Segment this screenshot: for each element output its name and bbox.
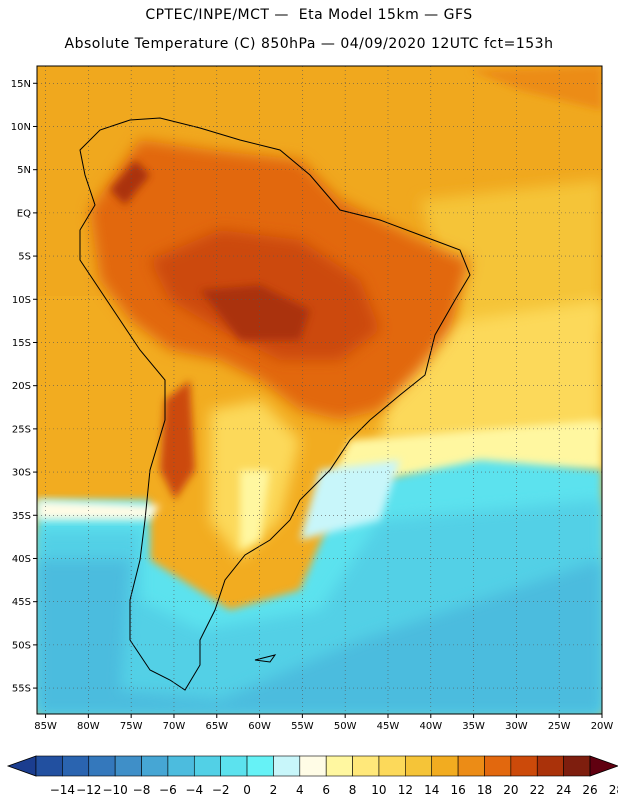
colorbar-bin xyxy=(193,755,221,777)
lat-label: EQ xyxy=(17,208,31,219)
colorbar-bin xyxy=(510,755,538,777)
colorbar-label: 4 xyxy=(296,783,304,797)
colorbar-bin xyxy=(273,755,301,777)
colorbar-label: 24 xyxy=(556,783,571,797)
lon-label: 75W xyxy=(120,721,143,732)
lon-label: 60W xyxy=(248,721,271,732)
colorbar-label: −12 xyxy=(76,783,101,797)
lon-label: 65W xyxy=(205,721,228,732)
lat-label: 55S xyxy=(12,684,31,695)
colorbar-bin xyxy=(484,755,512,777)
map-subtitle: Absolute Temperature (C) 850hPa — 04/09/… xyxy=(64,36,554,52)
lat-label: 25S xyxy=(12,424,31,435)
lat-label: 35S xyxy=(12,511,31,522)
lon-label: 55W xyxy=(291,721,314,732)
colorbar-label: 8 xyxy=(349,783,357,797)
colorbar-bin xyxy=(299,755,327,777)
graticule xyxy=(37,66,602,714)
colorbar-label: −4 xyxy=(185,783,203,797)
colorbar-label: 14 xyxy=(424,783,439,797)
colorbar-label: 10 xyxy=(371,783,386,797)
colorbar-bin xyxy=(325,755,353,777)
colorbar-bin xyxy=(536,755,564,777)
colorbar-label: 12 xyxy=(398,783,413,797)
lon-label: 35W xyxy=(462,721,485,732)
lat-label: 15S xyxy=(12,338,31,349)
lat-label: 10S xyxy=(12,295,31,306)
colorbar-label: −8 xyxy=(133,783,151,797)
colorbar-bin xyxy=(114,755,142,777)
colorbar-label: 0 xyxy=(243,783,251,797)
lat-label: 15N xyxy=(11,79,31,90)
colorbar-bin xyxy=(246,755,274,777)
lon-label: 85W xyxy=(34,721,57,732)
lon-label: 30W xyxy=(505,721,528,732)
colorbar-bin xyxy=(457,755,485,777)
colorbar-bin xyxy=(62,755,90,777)
lon-label: 80W xyxy=(77,721,100,732)
map-title: CPTEC/INPE/MCT — Eta Model 15km — GFS xyxy=(145,7,473,23)
lat-label: 50S xyxy=(12,640,31,651)
colorbar-bin xyxy=(35,755,63,777)
colorbar-bin xyxy=(563,755,591,777)
coastline xyxy=(79,117,471,691)
lat-label: 10N xyxy=(11,122,31,133)
colorbar-label: 28 xyxy=(609,783,618,797)
colorbar-label: 18 xyxy=(477,783,492,797)
colorbar-label: −14 xyxy=(50,783,75,797)
lat-label: 30S xyxy=(12,468,31,479)
colorbar-labels: −14 −12 −10 −8 −6 −4 −2 0 2 4 6 8 10 12 14 16 18 20 22 24 26… xyxy=(50,783,618,797)
lon-label: 20W xyxy=(591,721,614,732)
colorbar-label: 26 xyxy=(582,783,597,797)
lon-label: 45W xyxy=(377,721,400,732)
colorbar-bin xyxy=(378,755,406,777)
lon-label: 50W xyxy=(334,721,357,732)
colorbar-bin xyxy=(88,755,116,777)
latitude-labels: 15N 10N 5N EQ 5S 10S 15S 20S 25S 30S 35S 40S 45S 50S 5… xyxy=(11,79,37,695)
longitude-labels: 85W 80W 75W 70W 65W 60W 55W 50W 45W 40W 35W 30W 25W 2… xyxy=(34,714,613,732)
lat-label: 45S xyxy=(12,597,31,608)
lat-label: 5S xyxy=(18,252,31,263)
colorbar-label: 20 xyxy=(503,783,518,797)
colorbar-label: −6 xyxy=(159,783,177,797)
colorbar-label: 16 xyxy=(450,783,465,797)
colorbar-label: 6 xyxy=(322,783,330,797)
colorbar-bin xyxy=(405,755,433,777)
lat-label: 40S xyxy=(12,554,31,565)
temperature-field xyxy=(37,66,602,714)
colorbar-high-arrow xyxy=(589,755,618,777)
lat-label: 20S xyxy=(12,381,31,392)
colorbar xyxy=(6,755,618,777)
colorbar-bin xyxy=(141,755,169,777)
colorbar-bin xyxy=(220,755,248,777)
colorbar-label: −2 xyxy=(212,783,230,797)
colorbar-label: 22 xyxy=(530,783,545,797)
colorbar-low-arrow xyxy=(6,755,37,777)
colorbar-bin xyxy=(431,755,459,777)
colorbar-label: 2 xyxy=(270,783,278,797)
lon-label: 40W xyxy=(419,721,442,732)
colorbar-label: −10 xyxy=(102,783,127,797)
map-frame xyxy=(36,65,603,715)
lon-label: 25W xyxy=(548,721,571,732)
lon-label: 70W xyxy=(163,721,186,732)
lat-label: 5N xyxy=(17,165,31,176)
colorbar-bin xyxy=(167,755,195,777)
colorbar-bin xyxy=(352,755,380,777)
